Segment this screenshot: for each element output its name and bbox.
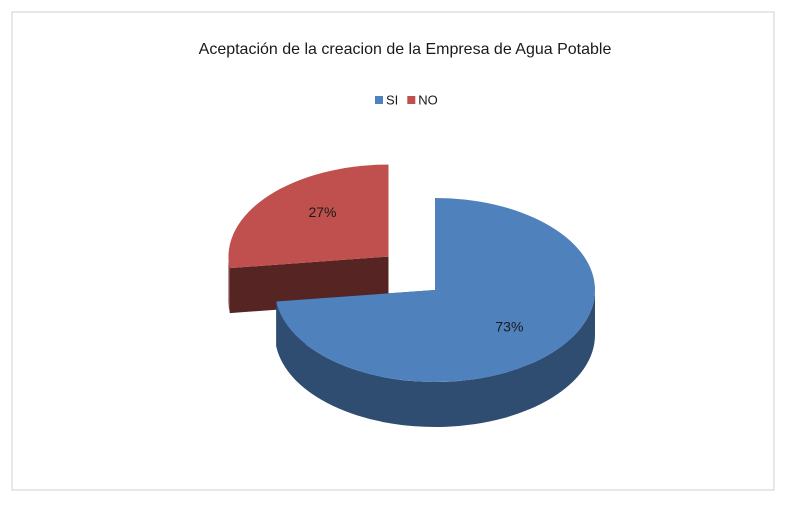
legend-swatch: [375, 96, 383, 104]
slice-top: [276, 198, 595, 382]
slice-side: [228, 256, 230, 314]
legend-swatch: [407, 96, 416, 104]
data-label: 27%: [308, 204, 336, 220]
legend-label: NO: [418, 92, 438, 107]
slice-side: [276, 290, 595, 428]
legend: SI NO: [375, 92, 438, 107]
pie: 27% 73%: [228, 164, 595, 428]
slice: 73%: [276, 198, 595, 428]
chart-title: Aceptación de la creacion de la Empresa …: [199, 41, 612, 58]
legend-label: SI: [386, 92, 398, 107]
data-label: 73%: [495, 318, 523, 334]
slice-top: [228, 164, 389, 269]
